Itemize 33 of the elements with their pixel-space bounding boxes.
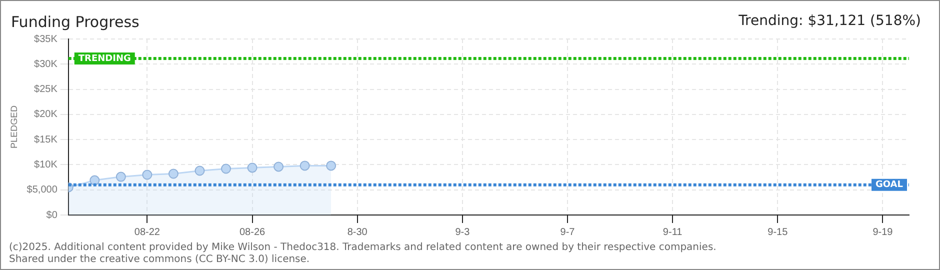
y-tick-label: $25K — [34, 84, 58, 96]
x-tick-label: 9-19 — [872, 226, 894, 238]
x-tick-label: 08-26 — [239, 226, 266, 238]
point — [326, 160, 336, 171]
point — [247, 162, 258, 173]
y-axis-title: PLEDGED — [8, 104, 19, 149]
point — [90, 175, 100, 186]
chart-subtitle: Trending: $31,121 (518%) — [738, 13, 921, 29]
point — [300, 160, 310, 171]
x-tick-label: 08-22 — [134, 226, 160, 238]
y-tick-label: $0 — [46, 210, 58, 221]
point — [194, 166, 205, 176]
ref-line-label: GOAL — [876, 180, 904, 190]
ref-line-label: TRENDING — [78, 54, 131, 64]
x-tick-label: 9-11 — [662, 226, 683, 238]
point — [168, 168, 178, 179]
chart-title: Funding Progress — [11, 13, 140, 31]
y-tick-label: $35K — [34, 34, 58, 45]
x-tick-label: 9-3 — [455, 226, 470, 238]
point — [274, 162, 284, 172]
y-tick-label: $15K — [34, 134, 58, 146]
y-tick-label: $5,000 — [26, 184, 58, 196]
point — [116, 172, 126, 182]
x-tick-label: 9-7 — [560, 226, 576, 238]
x-tick-label: 9-15 — [768, 226, 788, 238]
text: Shared under the creative commons (CC BY-NC 3.0) license. — [9, 254, 311, 266]
text: (c)2025. Additional content provided by Mike Wilson - Thedoc318. Trademarks and related content are owned by their respective companies. — [9, 242, 716, 254]
y-tick-label: $10K — [34, 159, 58, 170]
point — [221, 164, 231, 174]
y-tick-label: $30K — [34, 58, 58, 70]
y-tick-label: $20K — [34, 109, 58, 120]
point — [142, 170, 152, 180]
x-tick-label: 8-30 — [347, 226, 368, 238]
